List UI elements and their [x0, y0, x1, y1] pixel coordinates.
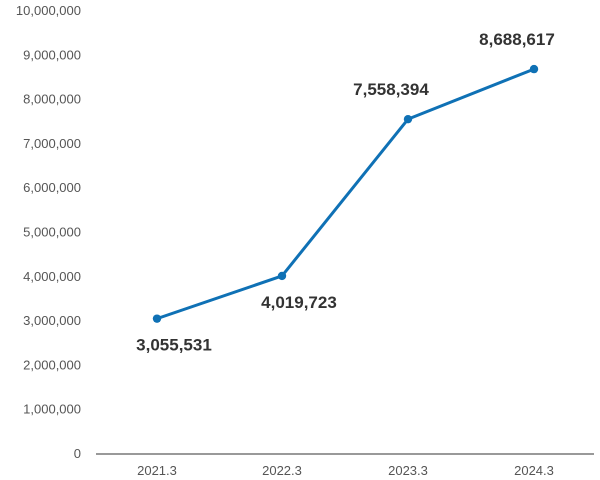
data-labels: 3,055,531 4,019,723 7,558,394 8,688,617 — [136, 30, 555, 355]
y-tick-label: 9,000,000 — [23, 47, 81, 62]
data-point — [277, 271, 287, 281]
x-tick-label: 2024.3 — [514, 463, 554, 478]
y-tick-label: 2,000,000 — [23, 357, 81, 372]
y-tick-label: 6,000,000 — [23, 180, 81, 195]
data-points — [152, 64, 539, 323]
data-label: 4,019,723 — [261, 293, 337, 312]
y-tick-label: 0 — [74, 446, 81, 461]
y-tick-label: 7,000,000 — [23, 136, 81, 151]
data-point — [529, 64, 539, 74]
y-tick-label: 3,000,000 — [23, 313, 81, 328]
y-tick-label: 8,000,000 — [23, 92, 81, 107]
data-label: 3,055,531 — [136, 336, 212, 355]
data-label: 8,688,617 — [479, 30, 555, 49]
data-point — [403, 114, 413, 124]
data-label: 7,558,394 — [353, 80, 429, 99]
x-axis-tick-labels: 2021.3 2022.3 2023.3 2024.3 — [137, 463, 554, 478]
y-tick-label: 5,000,000 — [23, 225, 81, 240]
x-tick-label: 2023.3 — [388, 463, 428, 478]
y-tick-label: 1,000,000 — [23, 402, 81, 417]
series-line — [155, 67, 536, 321]
x-tick-label: 2021.3 — [137, 463, 177, 478]
y-tick-label: 4,000,000 — [23, 269, 81, 284]
data-point — [152, 314, 162, 323]
y-tick-label: 10,000,000 — [16, 3, 81, 18]
y-axis-tick-labels: 0 1,000,000 2,000,000 3,000,000 4,000,000 5,0… — [16, 3, 81, 461]
x-tick-label: 2022.3 — [262, 463, 302, 478]
